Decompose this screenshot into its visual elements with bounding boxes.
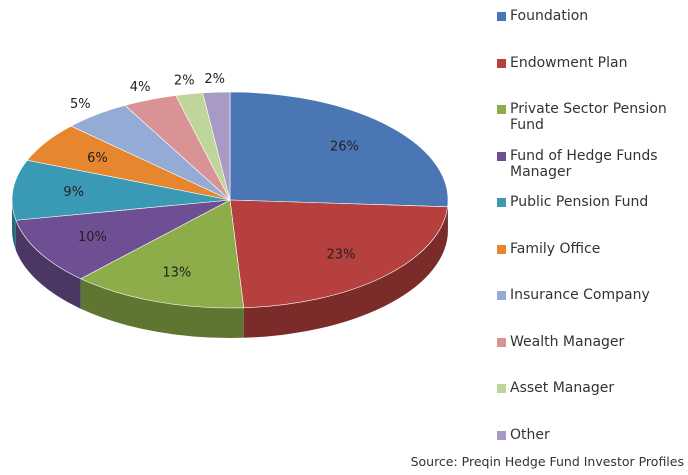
- legend-item: Foundation: [497, 8, 688, 24]
- legend-item: Public Pension Fund: [497, 194, 688, 210]
- data-label: 2%: [174, 74, 195, 89]
- slice: [11, 159, 231, 221]
- legend-label: Foundation: [510, 8, 589, 24]
- data-label: 5%: [70, 97, 91, 112]
- legend-swatch: [497, 337, 506, 347]
- legend-label: Endowment Plan: [510, 54, 628, 71]
- legend-item: Endowment Plan: [497, 55, 688, 71]
- slice-side: [12, 200, 16, 251]
- legend-item: Family Office: [497, 241, 688, 257]
- data-label: 2%: [204, 72, 225, 87]
- slice-side: [80, 278, 244, 338]
- data-label: 26%: [330, 139, 359, 154]
- legend-label: Wealth Manager: [510, 333, 625, 350]
- data-label: 9%: [63, 185, 84, 200]
- data-label: 6%: [87, 151, 108, 166]
- source: Source: Preqin Hedge Fund Investor Profi…: [410, 454, 684, 469]
- legend-swatch: [497, 12, 506, 21]
- legend-item: Fund of Hedge Funds Manager: [497, 148, 688, 180]
- data-label: 4%: [130, 80, 151, 95]
- slice-side: [15, 220, 81, 309]
- legend-label: Private Sector Pension Fund: [510, 101, 667, 133]
- legend-item: Private Sector Pension Fund: [497, 101, 688, 133]
- legend-swatch: [497, 384, 506, 393]
- legend-swatch: [497, 291, 506, 300]
- legend-label: Insurance Company: [510, 287, 650, 303]
- data-label: 13%: [162, 266, 191, 281]
- legend-label: Fund of Hedge Funds Manager: [510, 147, 658, 180]
- legend-item: Wealth Manager: [497, 334, 688, 350]
- legend-item: Asset Manager: [497, 380, 688, 396]
- legend-label: Asset Manager: [510, 380, 615, 396]
- legend-swatch: [497, 198, 506, 207]
- legend-swatch: [497, 151, 506, 161]
- legend-swatch: [497, 244, 506, 254]
- slice: [229, 199, 448, 309]
- slice: [80, 199, 245, 309]
- legend-swatch: [497, 105, 506, 114]
- slice: [15, 199, 231, 280]
- chart: 26% 23% 13% 10% 9% 6% 5% 4% 2% 2%: [11, 72, 449, 338]
- slice-side: [243, 206, 448, 338]
- legend-swatch: [497, 58, 506, 68]
- legend-swatch: [497, 430, 506, 440]
- legend-label: Other: [510, 426, 550, 443]
- slice: [229, 91, 449, 208]
- data-label: 23%: [327, 247, 356, 262]
- legend-label: Family Office: [510, 240, 601, 257]
- slice: [202, 91, 231, 201]
- data-label: 10%: [78, 230, 107, 245]
- legend-label: Public Pension Fund: [510, 194, 649, 210]
- legend-item: Other: [497, 427, 688, 443]
- legend-item: Insurance Company: [497, 287, 688, 303]
